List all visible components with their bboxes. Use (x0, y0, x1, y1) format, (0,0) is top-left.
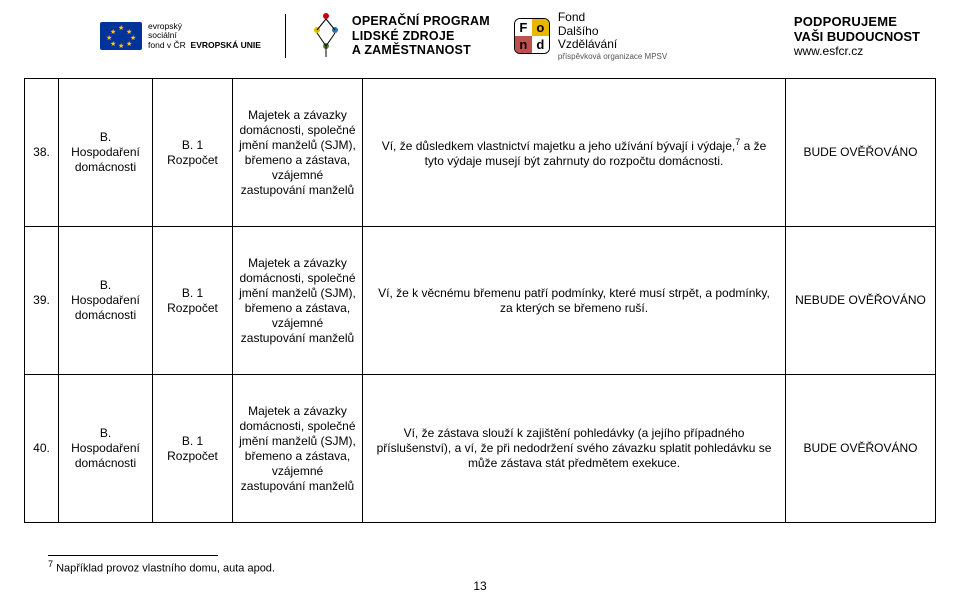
table-row: 40.B.Hospodaření domácnostiB. 1RozpočetM… (25, 375, 936, 523)
footnote-text: Například provoz vlastního domu, auta ap… (53, 563, 275, 575)
cell-number: 40. (25, 375, 59, 523)
op-line3: A ZAMĚSTNANOST (352, 43, 490, 57)
fond-logo: F o n d Fond Dalšího Vzdělávání příspěvk… (514, 11, 667, 62)
cell-number: 38. (25, 79, 59, 227)
table-body: 38.B.Hospodaření domácnostiB. 1RozpočetM… (25, 79, 936, 523)
cell-description: Ví, že důsledkem vlastnictví majetku a j… (363, 79, 786, 227)
cell-subtopic: B. 1Rozpočet (153, 227, 233, 375)
op-logo: OPERAČNÍ PROGRAM LIDSKÉ ZDROJE A ZAMĚSTN… (310, 13, 490, 59)
content-table: 38.B.Hospodaření domácnostiB. 1RozpočetM… (24, 78, 936, 523)
cell-number: 39. (25, 227, 59, 375)
op-figure-lines-icon (310, 13, 342, 59)
cell-flag: BUDE OVĚŘOVÁNO (786, 79, 936, 227)
table-wrap: 38.B.Hospodaření domácnostiB. 1RozpočetM… (0, 72, 960, 551)
table-row: 39.B.Hospodaření domácnostiB. 1RozpočetM… (25, 227, 936, 375)
fond-cell-2: n (515, 36, 532, 53)
logo-strip: ★ ★ ★ ★ ★ ★ ★ ★ evropský sociální fond v… (0, 0, 960, 72)
cell-topic: B.Hospodaření domácnosti (59, 227, 153, 375)
cell-main: Majetek a závazky domácnosti, společné j… (233, 227, 363, 375)
table-row: 38.B.Hospodaření domácnostiB. 1RozpočetM… (25, 79, 936, 227)
fond-cell-1: o (532, 19, 549, 36)
support-line1: PODPORUJEME (794, 14, 920, 29)
footnote: 7 Například provoz vlastního domu, auta … (48, 559, 912, 575)
cell-subtopic: B. 1Rozpočet (153, 79, 233, 227)
page: ★ ★ ★ ★ ★ ★ ★ ★ evropský sociální fond v… (0, 0, 960, 599)
fond-line3: Vzdělávání (558, 37, 617, 51)
cell-flag: BUDE OVĚŘOVÁNO (786, 375, 936, 523)
support-block: PODPORUJEME VAŠI BUDOUCNOST www.esfcr.cz (794, 14, 920, 58)
esf-logo: ★ ★ ★ ★ ★ ★ ★ ★ evropský sociální fond v… (100, 22, 261, 50)
fond-cell-3: d (532, 36, 549, 53)
fond-text: Fond Dalšího Vzdělávání příspěvková orga… (558, 11, 667, 62)
cell-main: Majetek a závazky domácnosti, společné j… (233, 79, 363, 227)
cell-description: Ví, že zástava slouží k zajištění pohled… (363, 375, 786, 523)
cell-description: Ví, že k věcnému břemenu patří podmínky,… (363, 227, 786, 375)
cell-topic: B.Hospodaření domácnosti (59, 79, 153, 227)
support-line2: VAŠI BUDOUCNOST (794, 29, 920, 44)
fond-grid-icon: F o n d (514, 18, 550, 54)
fond-sub: příspěvková organizace MPSV (558, 52, 667, 61)
footnote-rule (48, 555, 218, 556)
eu-flag-icon: ★ ★ ★ ★ ★ ★ ★ ★ (100, 22, 142, 50)
op-text: OPERAČNÍ PROGRAM LIDSKÉ ZDROJE A ZAMĚSTN… (352, 14, 490, 57)
cell-subtopic: B. 1Rozpočet (153, 375, 233, 523)
op-line2: LIDSKÉ ZDROJE (352, 29, 490, 43)
esf-text: evropský sociální fond v ČR EVROPSKÁ UNI… (148, 22, 261, 50)
cell-topic: B.Hospodaření domácnosti (59, 375, 153, 523)
logo-divider (285, 14, 286, 58)
fond-cell-0: F (515, 19, 532, 36)
cell-main: Majetek a závazky domácnosti, společné j… (233, 375, 363, 523)
cell-flag: NEBUDE OVĚŘOVÁNO (786, 227, 936, 375)
fond-line2: Dalšího (558, 24, 599, 38)
fond-line1: Fond (558, 10, 585, 24)
footer: 7 Například provoz vlastního domu, auta … (0, 551, 960, 599)
support-line3: www.esfcr.cz (794, 44, 920, 58)
op-figure-icon (310, 13, 342, 59)
op-line1: OPERAČNÍ PROGRAM (352, 14, 490, 28)
esf-line3: fond v ČR (148, 40, 186, 50)
page-number: 13 (48, 579, 912, 593)
esf-eu: EVROPSKÁ UNIE (191, 40, 261, 50)
